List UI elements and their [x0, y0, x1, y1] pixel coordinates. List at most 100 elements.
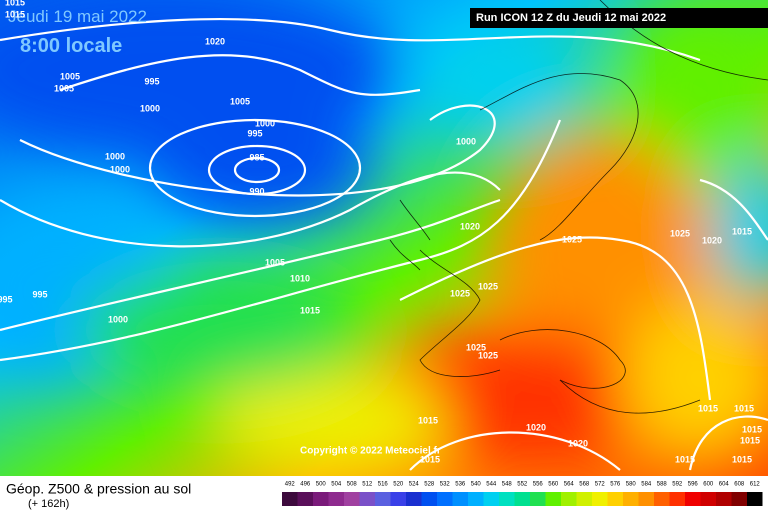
- legend-label: 544: [486, 482, 497, 488]
- legend-label: 512: [362, 482, 373, 488]
- legend-swatch: [654, 492, 670, 506]
- footer-title: Géop. Z500 & pression au sol: [6, 481, 191, 497]
- legend-label: 592: [672, 482, 683, 488]
- isobar-label: 995: [0, 294, 13, 304]
- legend-label: 612: [750, 482, 761, 488]
- legend-swatch: [592, 492, 608, 506]
- legend-swatch: [716, 492, 732, 506]
- isobar-label: 1015: [732, 454, 752, 464]
- legend-swatch: [499, 492, 515, 506]
- isobar-label: 1020: [568, 438, 588, 448]
- legend-swatch: [700, 492, 716, 506]
- legend-label: 540: [471, 482, 482, 488]
- isobar-label: 1025: [670, 228, 690, 238]
- isobar-label: 995: [144, 76, 159, 86]
- legend-swatch: [747, 492, 763, 506]
- legend-swatch: [313, 492, 329, 506]
- legend-label: 516: [378, 482, 389, 488]
- legend-swatch: [452, 492, 468, 506]
- legend-label: 528: [424, 482, 435, 488]
- isobar-label: 1005: [230, 96, 250, 106]
- legend-swatch: [561, 492, 577, 506]
- legend-swatch: [468, 492, 484, 506]
- legend-label: 608: [734, 482, 745, 488]
- isobar-label: 1020: [205, 36, 225, 46]
- isobar-label: 1025: [478, 350, 498, 360]
- legend-label: 552: [517, 482, 528, 488]
- legend-swatch: [685, 492, 701, 506]
- legend-label: 492: [285, 482, 296, 488]
- legend-label: 576: [610, 482, 621, 488]
- isobar-label: 1010: [290, 273, 310, 283]
- legend-swatch: [623, 492, 639, 506]
- legend-label: 532: [440, 482, 451, 488]
- isobar-label: 1025: [478, 281, 498, 291]
- isobar-label: 1015: [300, 305, 320, 315]
- legend-label: 496: [300, 482, 311, 488]
- legend-swatch: [344, 492, 360, 506]
- legend-label: 508: [347, 482, 358, 488]
- legend-swatch: [607, 492, 623, 506]
- legend-swatch: [514, 492, 530, 506]
- legend-swatch: [576, 492, 592, 506]
- legend-swatch: [406, 492, 422, 506]
- legend-swatch: [297, 492, 313, 506]
- copyright: Copyright © 2022 Meteociel.fr: [300, 446, 441, 457]
- isobar-label: 1015: [418, 415, 438, 425]
- legend-label: 548: [502, 482, 513, 488]
- legend-swatch: [530, 492, 546, 506]
- isobar-label: 1000: [255, 118, 275, 128]
- legend-label: 568: [579, 482, 590, 488]
- legend-label: 536: [455, 482, 466, 488]
- isobar-label: 1005: [54, 83, 74, 93]
- field: [0, 0, 768, 476]
- legend-label: 600: [703, 482, 714, 488]
- isobar-label: 1000: [105, 151, 125, 161]
- footer-lead: (+ 162h): [28, 498, 69, 510]
- legend-label: 564: [564, 482, 575, 488]
- legend-label: 500: [316, 482, 327, 488]
- isobar-label: 1005: [60, 71, 80, 81]
- legend-label: 572: [595, 482, 606, 488]
- isobar-label: 1015: [742, 424, 762, 434]
- legend-label: 560: [548, 482, 559, 488]
- isobar-label: 1020: [460, 221, 480, 231]
- isobar-label: 1015: [675, 454, 695, 464]
- isobar-label: 1015: [5, 0, 25, 7]
- isobar-label: 1015: [732, 226, 752, 236]
- legend-label: 596: [688, 482, 699, 488]
- isobar-label: 1000: [456, 136, 476, 146]
- legend-swatch: [669, 492, 685, 506]
- legend-label: 524: [409, 482, 420, 488]
- isobar-label: 995: [32, 289, 47, 299]
- isobar-label: 985: [249, 152, 264, 162]
- isobar-label: 1015: [740, 435, 760, 445]
- isobar-label: 1000: [108, 314, 128, 324]
- isobar-label: 1020: [526, 422, 546, 432]
- legend-swatch: [359, 492, 375, 506]
- legend-swatch: [731, 492, 747, 506]
- legend-label: 580: [626, 482, 637, 488]
- legend-swatch: [328, 492, 344, 506]
- isobar-label: 1005: [265, 257, 285, 267]
- legend-swatch: [375, 492, 391, 506]
- legend-swatch: [390, 492, 406, 506]
- legend-swatch: [545, 492, 561, 506]
- isobar-label: 995: [247, 128, 262, 138]
- legend-label: 520: [393, 482, 404, 488]
- isobar-label: 1015: [734, 403, 754, 413]
- run-banner: [470, 8, 768, 28]
- forecast-time: 8:00 locale: [20, 35, 122, 57]
- isobar-label: 1015: [698, 403, 718, 413]
- legend-swatch: [282, 492, 298, 506]
- isobar-label: 1000: [140, 103, 160, 113]
- legend-label: 504: [331, 482, 342, 488]
- legend-label: 588: [657, 482, 668, 488]
- isobar-label: 1015: [5, 9, 25, 19]
- isobar-label: 1025: [450, 288, 470, 298]
- legend-swatch: [437, 492, 453, 506]
- legend: 492 496 500 504 508 512 516 520 524 528 532 536 540 5…: [282, 482, 763, 506]
- legend-swatch: [421, 492, 437, 506]
